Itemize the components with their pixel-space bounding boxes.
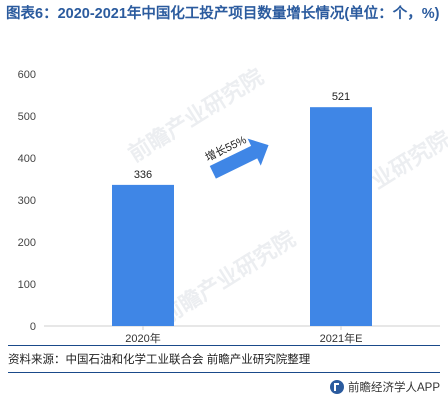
x-tick-label: 2020年	[125, 331, 160, 345]
data-label: 521	[332, 91, 350, 103]
y-tick-label: 100	[18, 279, 36, 291]
y-tick-label: 400	[18, 153, 36, 165]
footer-text: 前瞻经济学人APP	[347, 382, 440, 394]
y-tick-label: 500	[18, 111, 36, 123]
divider-line	[8, 372, 440, 373]
qianzhan-logo-icon	[329, 380, 344, 394]
growth-arrow: 增长55%	[203, 132, 269, 179]
divider-line	[8, 345, 440, 346]
chart-title: 图表6：2020-2021年中国化工投产项目数量增长情况(单位：个，%)	[6, 6, 440, 22]
bar	[112, 184, 174, 326]
y-tick-label: 0	[30, 321, 36, 333]
bar	[310, 107, 372, 327]
y-tick-label: 600	[18, 69, 36, 81]
bar-chart: 0 100 200 300 400 500 600 336 2020年 521 2021年E 增长55…	[18, 69, 440, 345]
y-tick-label: 200	[18, 237, 36, 249]
source-note: 资料来源：中国石油和化学工业联合会 前瞻产业研究院整理	[8, 354, 311, 366]
data-label: 336	[134, 169, 152, 181]
y-tick-label: 300	[18, 195, 36, 207]
footer-brand: 前瞻经济学人APP	[329, 379, 440, 395]
x-tick-label: 2021年E	[320, 331, 363, 345]
growth-arrow-shape	[209, 138, 269, 179]
